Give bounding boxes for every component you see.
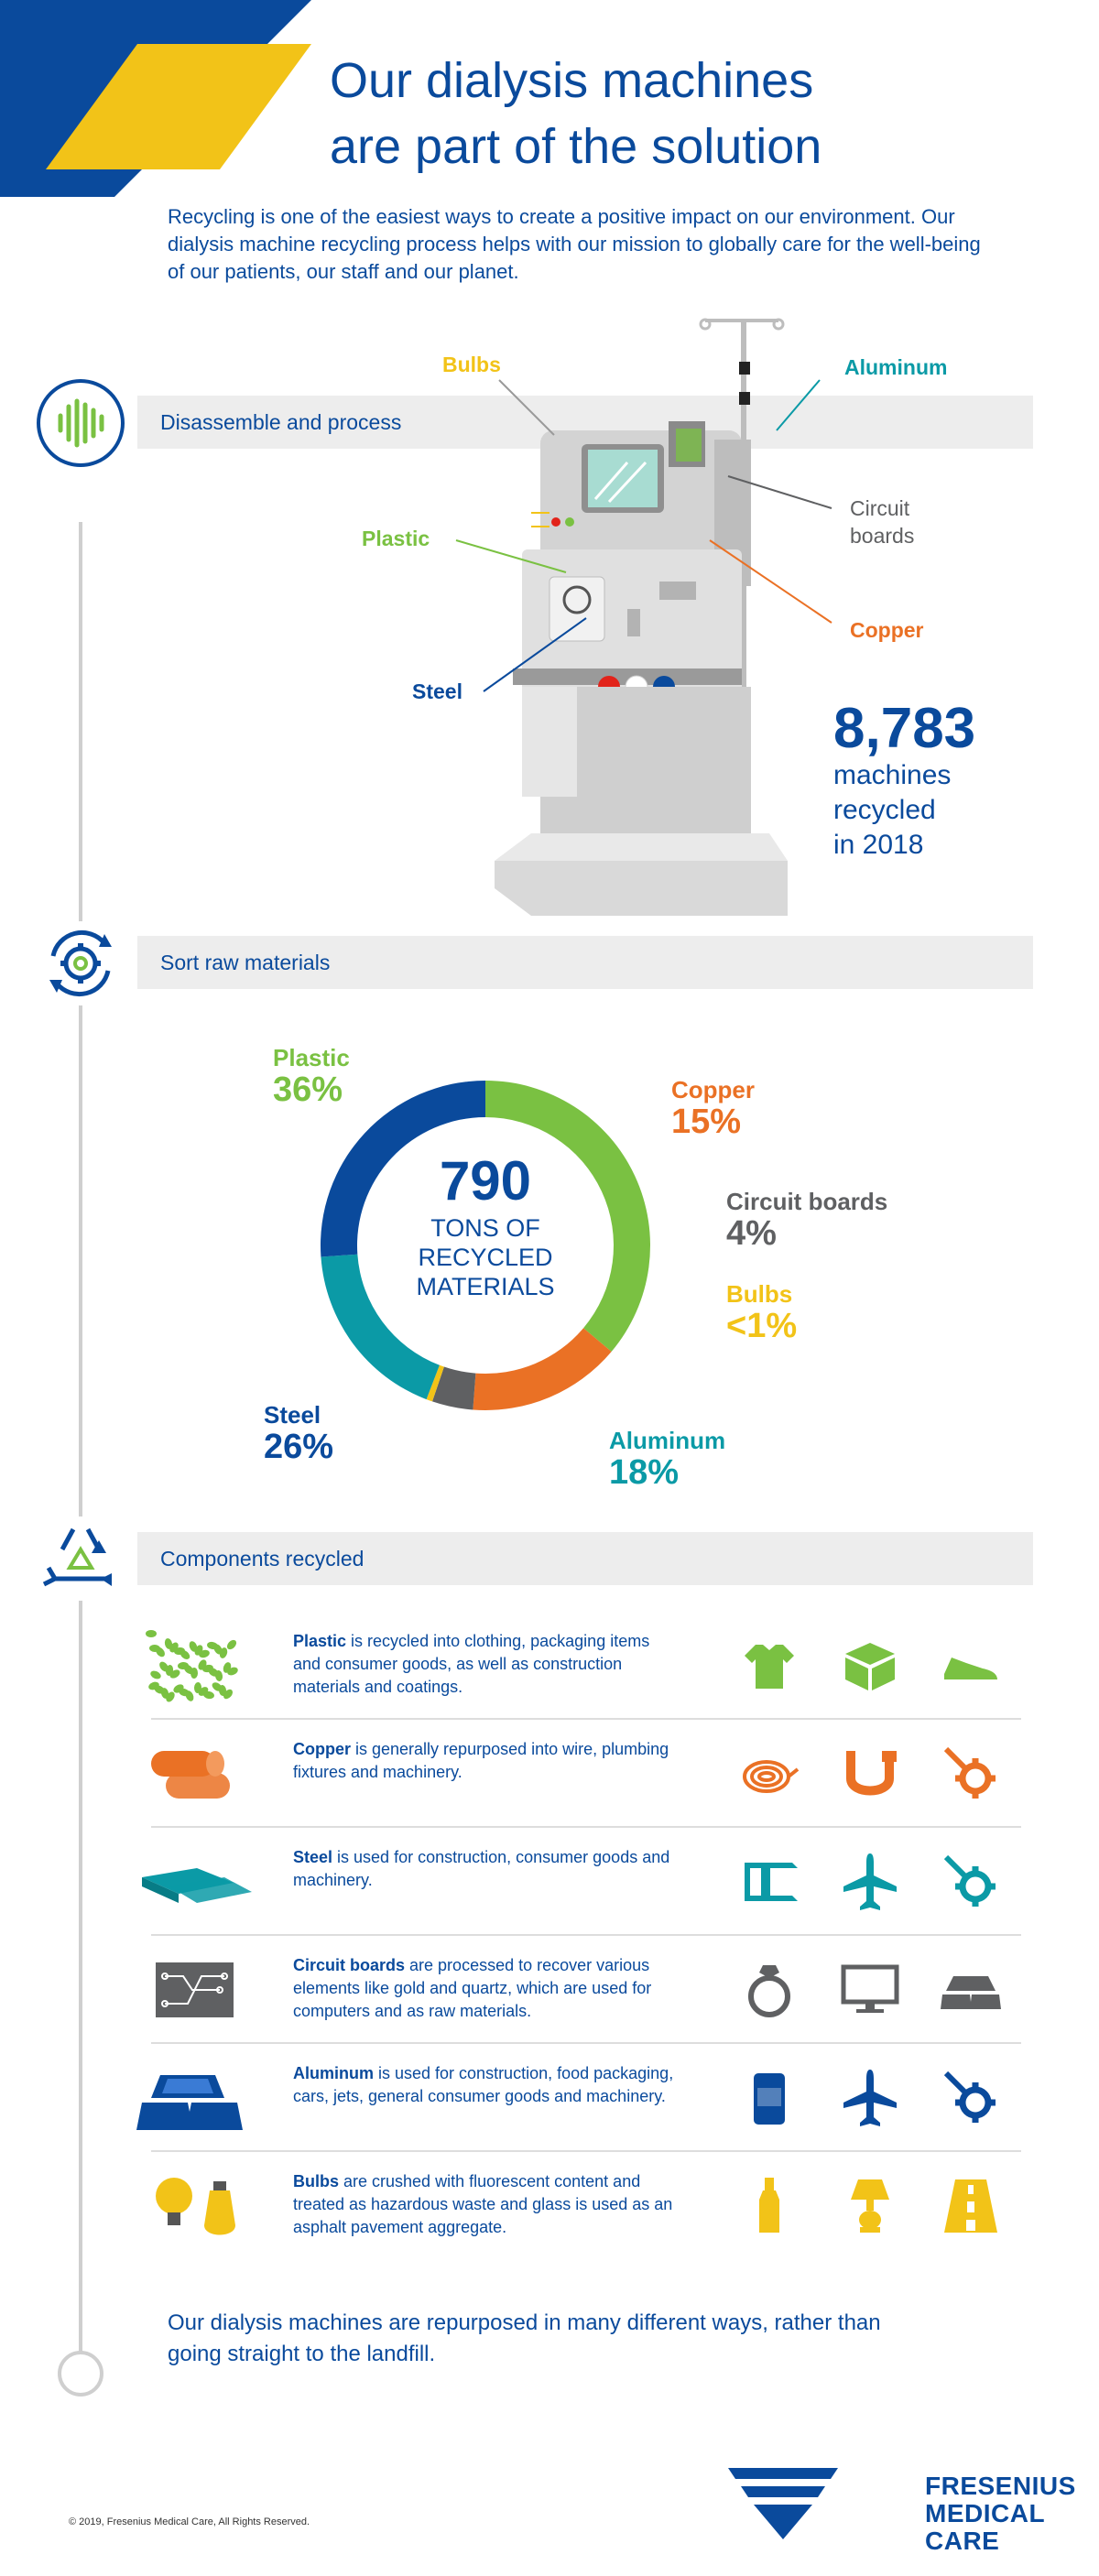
- step3-band: [137, 1532, 1033, 1585]
- component-name: Plastic: [293, 1632, 347, 1650]
- machinery-icon: [943, 2071, 996, 2123]
- sound-wave-icon: [37, 379, 125, 467]
- copper-rolls-icon: [151, 1751, 230, 1799]
- component-text: is recycled into clothing, packaging ite…: [293, 1632, 650, 1696]
- timeline-end-circle: [58, 2351, 103, 2397]
- component-row: Bulbs are crushed with fluorescent conte…: [151, 2152, 1021, 2260]
- corner-stripes-decoration: [0, 0, 311, 197]
- wire-coil-icon: [743, 1760, 800, 1793]
- donut-segment-plastic: [485, 1081, 650, 1352]
- donut-segment-bulbs: [426, 1364, 444, 1402]
- step2-band: [137, 936, 1033, 989]
- machinery-icon: [943, 1746, 996, 1799]
- can-icon: [754, 2073, 785, 2125]
- row-divider: [151, 2150, 1021, 2152]
- fresenius-logo-icon: [728, 2468, 838, 2539]
- component-description: Aluminum is used for construction, food …: [293, 2062, 678, 2108]
- row-divider: [151, 2042, 1021, 2044]
- gear-cycle-icon: [38, 921, 123, 1005]
- row-divider: [151, 1718, 1021, 1720]
- component-text: are processed to recover various element…: [293, 1956, 652, 2020]
- component-description: Circuit boards are processed to recover …: [293, 1954, 678, 2023]
- component-row: Plastic is recycled into clothing, packa…: [146, 1612, 1021, 1720]
- donut-label-plastic: Plastic 36%: [273, 1044, 350, 1109]
- airplane-icon: [843, 2070, 897, 2126]
- aluminum-ingots-icon: [136, 2075, 243, 2130]
- component-row: Steel is used for construction, consumer…: [142, 1828, 1021, 1936]
- donut-label-aluminum: Aluminum 18%: [609, 1427, 726, 1492]
- donut-label-copper: Copper 15%: [671, 1076, 755, 1141]
- box-icon: [845, 1643, 895, 1690]
- donut-label-bulbs: Bulbs <1%: [726, 1280, 798, 1345]
- donut-label-circuit-boards: Circuit boards 4%: [726, 1188, 888, 1253]
- callout-leader-lines: [455, 379, 832, 692]
- component-description: Plastic is recycled into clothing, packa…: [293, 1630, 678, 1699]
- monitor-icon: [841, 1964, 899, 2013]
- component-row: Copper is generally repurposed into wire…: [151, 1720, 1021, 1828]
- component-text: is generally repurposed into wire, plumb…: [293, 1740, 669, 1781]
- donut-center-caption: TONS OF RECYCLED MATERIALS: [416, 1214, 555, 1300]
- steel-sheets-icon: [142, 1868, 252, 1903]
- callout-circuit-boards: Circuit boards: [850, 496, 915, 548]
- donut-label-steel: Steel 26%: [264, 1401, 334, 1466]
- component-description: Steel is used for construction, consumer…: [293, 1846, 678, 1892]
- materials-donut-chart: [321, 1081, 650, 1410]
- step3-label: Components recycled: [160, 1547, 365, 1571]
- bulbs-icon: [156, 2178, 235, 2235]
- donut-segment-circuit-boards: [432, 1366, 476, 1410]
- machines-recycled-caption: machines recycled in 2018: [833, 760, 952, 860]
- page-title: Our dialysis machines are part of the sol…: [330, 53, 822, 174]
- step2-label: Sort raw materials: [160, 951, 331, 974]
- tshirt-icon: [745, 1645, 794, 1689]
- dialysis-machine-illustration: [495, 318, 788, 916]
- component-description: Copper is generally repurposed into wire…: [293, 1738, 678, 1784]
- component-text: is used for construction, food packaging…: [293, 2064, 674, 2105]
- component-name: Copper: [293, 1740, 351, 1758]
- step1-label: Disassemble and process: [160, 410, 402, 434]
- component-name: Bulbs: [293, 2172, 340, 2190]
- component-row: Circuit boards are processed to recover …: [151, 1936, 1021, 2044]
- donut-segment-copper: [473, 1328, 612, 1410]
- donut-segment-aluminum: [321, 1254, 440, 1400]
- component-description: Bulbs are crushed with fluorescent conte…: [293, 2170, 678, 2239]
- bottle-icon: [759, 2178, 779, 2233]
- plastic-pellets-icon: [146, 1630, 238, 1702]
- timeline-line: [79, 522, 82, 2353]
- row-divider: [151, 1826, 1021, 1828]
- shoe-icon: [944, 1658, 997, 1679]
- beam-icon: [745, 1863, 798, 1901]
- brand-name: FRESENIUS MEDICAL CARE: [925, 2472, 1076, 2555]
- callout-aluminum: Aluminum: [844, 355, 948, 379]
- callout-bulbs: Bulbs: [442, 353, 501, 376]
- circuit-board-icon: [156, 1962, 234, 2017]
- donut-segment-steel: [321, 1081, 485, 1257]
- pipe-icon: [846, 1751, 897, 1796]
- component-name: Steel: [293, 1848, 333, 1866]
- intro-text: Recycling is one of the easiest ways to …: [168, 205, 981, 283]
- closing-text: Our dialysis machines are repurposed in …: [168, 2310, 881, 2366]
- donut-center-number: 790: [439, 1150, 532, 1212]
- ring-icon: [748, 1965, 790, 2017]
- callout-plastic: Plastic: [362, 527, 430, 550]
- row-divider: [151, 1934, 1021, 1936]
- recycle-icon: [38, 1516, 123, 1601]
- component-row: Aluminum is used for construction, food …: [136, 2044, 1021, 2152]
- road-icon: [944, 2179, 997, 2233]
- component-text: is used for construction, consumer goods…: [293, 1848, 670, 1889]
- machinery-icon: [943, 1854, 996, 1907]
- component-name: Aluminum: [293, 2064, 374, 2082]
- lamp-icon: [851, 2179, 889, 2233]
- airplane-icon: [843, 1853, 897, 1910]
- copyright-text: © 2019, Fresenius Medical Care, All Righ…: [69, 2516, 310, 2527]
- component-name: Circuit boards: [293, 1956, 406, 1974]
- component-text: are crushed with fluorescent content and…: [293, 2172, 673, 2236]
- callout-steel: Steel: [412, 679, 462, 703]
- callout-copper: Copper: [850, 618, 924, 642]
- gold-bars-icon: [941, 1976, 1001, 2009]
- machines-recycled-number: 8,783: [833, 697, 976, 760]
